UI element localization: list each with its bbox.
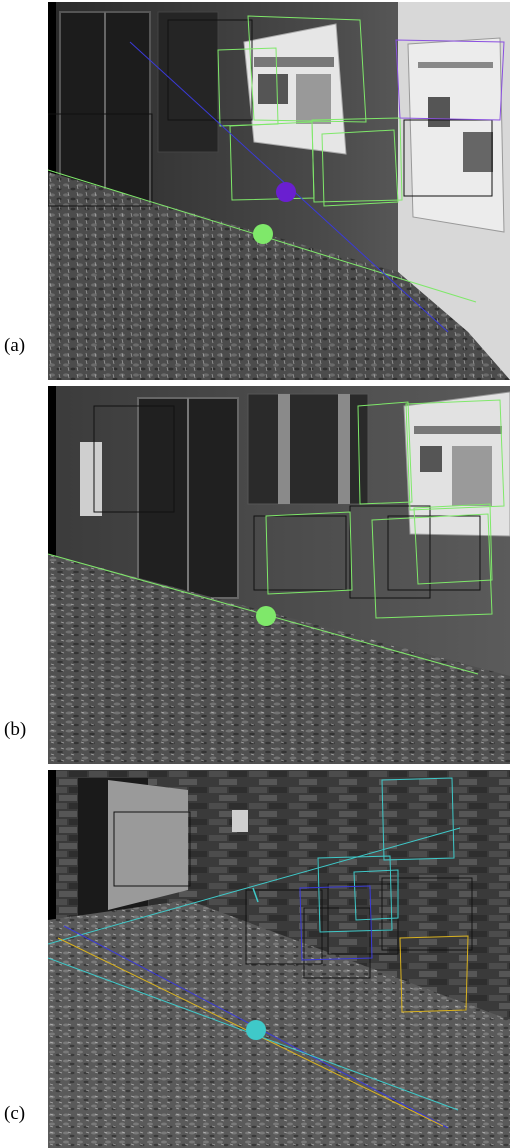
panel-b-label: (b)	[4, 719, 27, 740]
panel-b-scene	[48, 386, 510, 764]
panel-c-scene	[48, 770, 510, 1148]
panel-a-scene	[48, 2, 510, 380]
panel-c-label: (c)	[4, 1103, 26, 1124]
photo-panel-c	[48, 770, 510, 1148]
photo-panel-a	[48, 2, 510, 380]
panel-a-label: (a)	[4, 335, 26, 356]
photo-panel-b	[48, 386, 510, 764]
